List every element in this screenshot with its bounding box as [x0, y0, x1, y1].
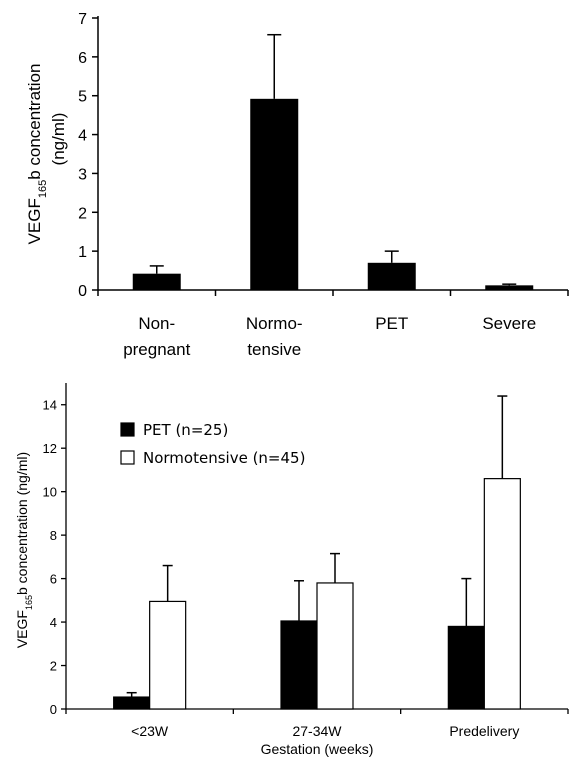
- y-tick-label: 5: [78, 89, 87, 106]
- bar: [367, 262, 416, 290]
- category-label: Non-pregnant: [123, 314, 190, 359]
- category-label: <23W: [131, 723, 169, 739]
- y-tick-label: 0: [50, 702, 57, 717]
- y-axis-title: VEGF165b concentration (ng/ml): [14, 452, 34, 648]
- y-tick-label: 4: [78, 128, 87, 145]
- category-label: 27-34W: [292, 723, 342, 739]
- legend-swatch: [120, 422, 135, 437]
- category-label: PET: [375, 314, 408, 333]
- bar-normotensive: [483, 478, 521, 710]
- bar-pet: [113, 696, 151, 710]
- y-tick-label: 6: [78, 50, 87, 67]
- y-tick-label: 14: [43, 398, 57, 413]
- category-label: Predelivery: [449, 723, 519, 739]
- bar-normotensive: [149, 600, 187, 710]
- y-tick-label: 8: [50, 528, 57, 543]
- y-axis-title: VEGF165b concentration: [25, 64, 49, 245]
- x-axis-title: Gestation (weeks): [261, 741, 374, 757]
- bar-normotensive: [316, 582, 354, 710]
- category-label: Severe: [482, 314, 536, 333]
- bar: [485, 285, 534, 290]
- category-label: Normo-tensive: [246, 314, 303, 359]
- legend-label: Normotensive (n=45): [143, 449, 305, 467]
- legend-swatch: [120, 450, 135, 465]
- y-tick-label: 12: [43, 441, 57, 456]
- y-tick-label: 2: [50, 659, 57, 674]
- legend-label: PET (n=25): [143, 421, 228, 439]
- legend: PET (n=25) Normotensive (n=45): [120, 421, 305, 467]
- bar: [250, 98, 299, 290]
- y-tick-label: 2: [78, 205, 87, 222]
- y-tick-label: 10: [43, 485, 57, 500]
- y-axis-title-line2: (ng/ml): [49, 113, 68, 166]
- y-tick-label: 7: [78, 11, 87, 28]
- y-tick-label: 4: [50, 615, 57, 630]
- y-tick-label: 3: [78, 166, 87, 183]
- bar-pet: [280, 620, 318, 710]
- chart-bottom-vegf-by-gestation: 0 2 4 6 8 10 12 14 <23W 27-34W Predelivery Gestatio…: [14, 383, 569, 757]
- y-tick-label: 1: [78, 244, 87, 261]
- y-tick-label: 6: [50, 572, 57, 587]
- chart-top-vegf-by-group: 0 1 2 3 4 5 6 7 Non-pregnant Normo-tensive PET Seve…: [25, 11, 569, 359]
- y-tick-label: 0: [78, 283, 87, 300]
- bar-pet: [447, 625, 485, 710]
- bar: [132, 273, 181, 290]
